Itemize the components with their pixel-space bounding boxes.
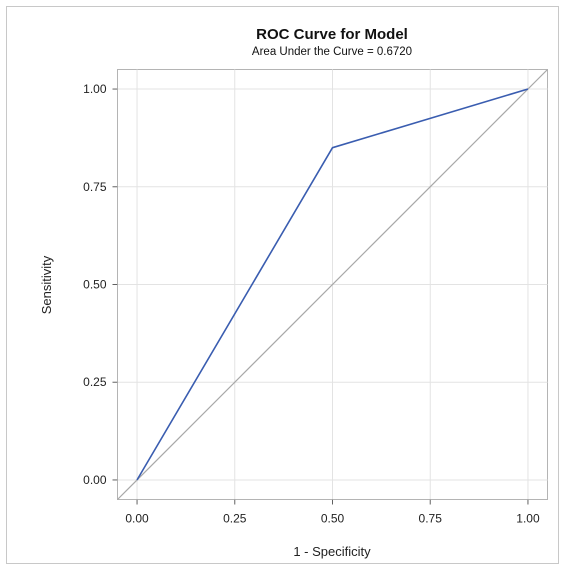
x-tick-label-1: 0.25 (223, 512, 247, 526)
y-tick-label-4: 1.00 (83, 82, 107, 96)
x-tick-labels: 0.00 0.25 0.50 0.75 1.00 (125, 512, 540, 526)
y-tick-label-3: 0.75 (83, 180, 107, 194)
x-tick-label-4: 1.00 (516, 512, 540, 526)
x-tick-label-0: 0.00 (125, 512, 149, 526)
y-tick-label-2: 0.50 (83, 278, 107, 292)
y-tick-labels: 0.00 0.25 0.50 0.75 1.00 (83, 82, 107, 487)
y-tick-label-1: 0.25 (83, 375, 107, 389)
roc-curve-line (136, 88, 529, 481)
x-tick-label-2: 0.50 (321, 512, 345, 526)
axis-ticks (112, 88, 529, 505)
x-axis-label: 1 - Specificity (293, 544, 371, 559)
reference-diagonal-line (117, 69, 548, 500)
chart-title: ROC Curve for Model (256, 26, 408, 43)
series-lines (117, 69, 548, 500)
y-axis-label: Sensitivity (39, 255, 54, 314)
x-tick-label-3: 0.75 (419, 512, 443, 526)
y-tick-label-0: 0.00 (83, 473, 107, 487)
chart-subtitle: Area Under the Curve = 0.6720 (252, 46, 412, 58)
